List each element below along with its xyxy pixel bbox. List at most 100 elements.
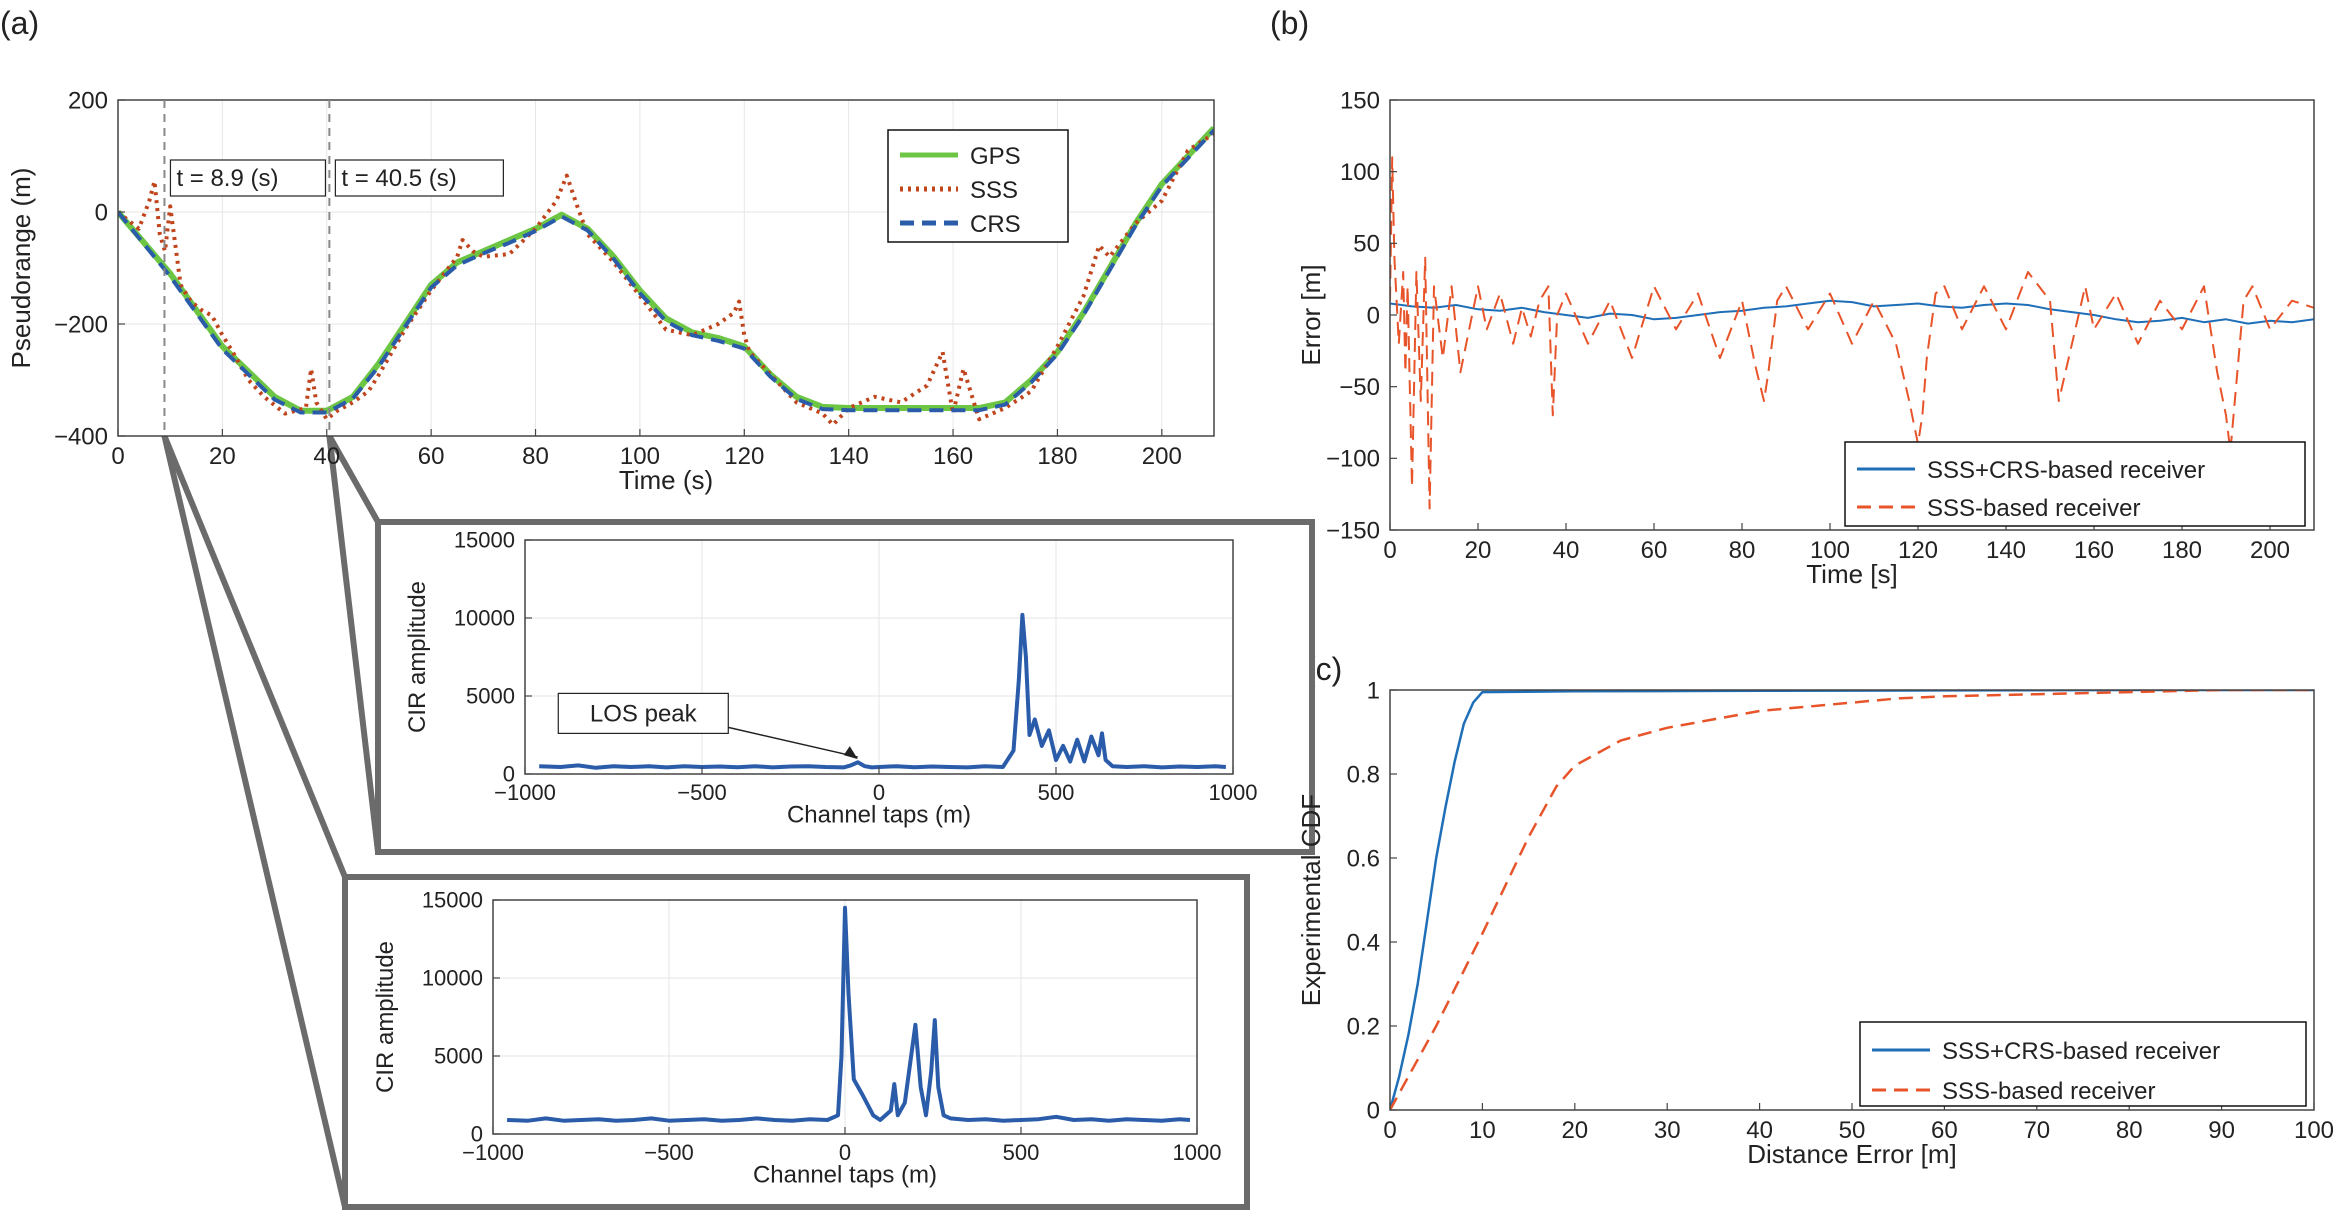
legend-label: GPS	[970, 143, 1021, 170]
y-tick-label: 0	[503, 762, 515, 787]
y-tick-label: 15000	[454, 528, 515, 553]
x-tick-label: 0	[1383, 537, 1396, 564]
x-tick-label: 90	[2208, 1117, 2235, 1144]
x-axis-label: Time [s]	[1806, 559, 1897, 589]
time-marker-box	[334, 159, 504, 197]
y-tick-label: −150	[1326, 517, 1380, 544]
time-marker-label: t = 8.9 (s)	[176, 165, 278, 192]
zoom-connector-line	[326, 435, 381, 853]
y-tick-label: 0	[1367, 1097, 1380, 1124]
x-tick-label: −1000	[462, 1140, 524, 1165]
zoom-connector-line	[161, 434, 348, 879]
zoom-connectors	[161, 434, 381, 1208]
y-tick-label: −400	[54, 423, 108, 450]
x-tick-label: 100	[1810, 537, 1850, 564]
y-tick-label: 50	[1353, 231, 1380, 258]
x-tick-label: 100	[620, 443, 660, 470]
x-tick-label: 100	[2294, 1117, 2334, 1144]
chart-error: 0 20 40 60 80 100 120 140 160 180 200 −150 −100 −50 0 5…	[1296, 87, 2315, 589]
y-axis-label: Pseudorange (m)	[6, 168, 36, 369]
y-axis-label: Error [m]	[1296, 264, 1326, 365]
x-tick-label: 0	[873, 780, 885, 805]
x-tick-label: 200	[1142, 443, 1182, 470]
y-tick-label: 15000	[422, 888, 483, 913]
y-tick-label: 0	[95, 199, 108, 226]
x-tick-label: 140	[1986, 537, 2026, 564]
y-axis-label: Experimental CDF	[1296, 794, 1326, 1006]
series-line-2	[1390, 690, 2314, 1110]
x-tick-label: 20	[209, 443, 236, 470]
los-peak-label: LOS peak	[590, 700, 698, 727]
x-tick-label: 20	[1561, 1117, 1588, 1144]
x-tick-label: 60	[418, 443, 445, 470]
y-axis-label: CIR amplitude	[404, 581, 431, 733]
x-tick-label: 40	[313, 443, 340, 470]
x-axis-label: Channel taps (m)	[753, 1161, 937, 1188]
x-tick-label: 80	[2116, 1117, 2143, 1144]
x-tick-label: 1000	[1209, 780, 1258, 805]
x-tick-label: 40	[1746, 1117, 1773, 1144]
legend-box	[1844, 441, 2306, 527]
x-tick-label: 500	[1038, 780, 1075, 805]
y-tick-label: 1	[1367, 677, 1380, 704]
y-tick-label: 10000	[422, 966, 483, 991]
zoom-connector-line	[161, 435, 348, 1208]
series-line-2	[1390, 156, 2314, 510]
x-tick-label: 40	[1553, 537, 1580, 564]
y-tick-label: 0.8	[1347, 761, 1380, 788]
axes-frame	[117, 99, 1215, 437]
x-tick-label: −500	[677, 780, 727, 805]
x-tick-label: 30	[1654, 1117, 1681, 1144]
series-line-1	[1390, 299, 2314, 325]
x-tick-label: 20	[1465, 537, 1492, 564]
x-axis-label: Distance Error [m]	[1747, 1139, 1957, 1169]
x-tick-label: 140	[829, 443, 869, 470]
y-tick-label: −200	[54, 311, 108, 338]
x-tick-label: 120	[1898, 537, 1938, 564]
x-axis-label: Time (s)	[619, 465, 713, 495]
y-tick-label: 10000	[454, 606, 515, 631]
x-tick-label: 180	[1037, 443, 1077, 470]
legend-box	[1859, 1021, 2307, 1107]
x-tick-label: −1000	[494, 780, 556, 805]
panel-label-b: (b)	[1270, 5, 1309, 41]
x-tick-label: 80	[1729, 537, 1756, 564]
x-tick-label: −500	[644, 1140, 694, 1165]
legend-label: SSS-based receiver	[1927, 495, 2140, 522]
legend-box	[887, 129, 1069, 243]
chart-cdf: 0 10 20 30 40 50 60 70 80 90 100 0 0.2 0.4 0.6 0.8 1 Dist…	[1296, 677, 2334, 1168]
time-marker-box	[169, 159, 327, 197]
x-tick-label: 0	[839, 1140, 851, 1165]
y-tick-label: 0.6	[1347, 845, 1380, 872]
y-tick-label: 0.4	[1347, 929, 1380, 956]
x-tick-label: 60	[1641, 537, 1668, 564]
y-axis-label: CIR amplitude	[372, 941, 399, 1093]
y-tick-label: 0	[471, 1122, 483, 1147]
legend-label: CRS	[970, 211, 1021, 238]
x-tick-label: 0	[1383, 1117, 1396, 1144]
x-tick-label: 10	[1469, 1117, 1496, 1144]
y-tick-label: 0	[1367, 302, 1380, 329]
y-tick-label: 5000	[466, 684, 515, 709]
los-peak-box	[557, 692, 729, 735]
x-tick-label: 200	[2250, 537, 2290, 564]
x-tick-label: 50	[1839, 1117, 1866, 1144]
y-tick-label: 0.2	[1347, 1013, 1380, 1040]
x-tick-label: 120	[724, 443, 764, 470]
legend-label: SSS	[970, 177, 1018, 204]
legend-label: SSS+CRS-based receiver	[1942, 1038, 2220, 1065]
x-tick-label: 500	[1003, 1140, 1040, 1165]
panel-label-a: (a)	[0, 5, 39, 41]
x-axis-label: Channel taps (m)	[787, 801, 971, 828]
x-tick-label: 180	[2162, 537, 2202, 564]
chart-cir-top: −1000 −500 0 500 1000050001000015000Channel …	[404, 528, 1257, 829]
x-tick-label: 0	[111, 443, 124, 470]
y-tick-label: 150	[1340, 87, 1380, 114]
y-tick-label: 200	[68, 87, 108, 114]
y-tick-label: 100	[1340, 159, 1380, 186]
x-tick-label: 1000	[1173, 1140, 1222, 1165]
series-line-3	[118, 128, 1214, 415]
los-peak-arrow	[728, 726, 858, 758]
zoom-connector-line	[326, 434, 381, 524]
